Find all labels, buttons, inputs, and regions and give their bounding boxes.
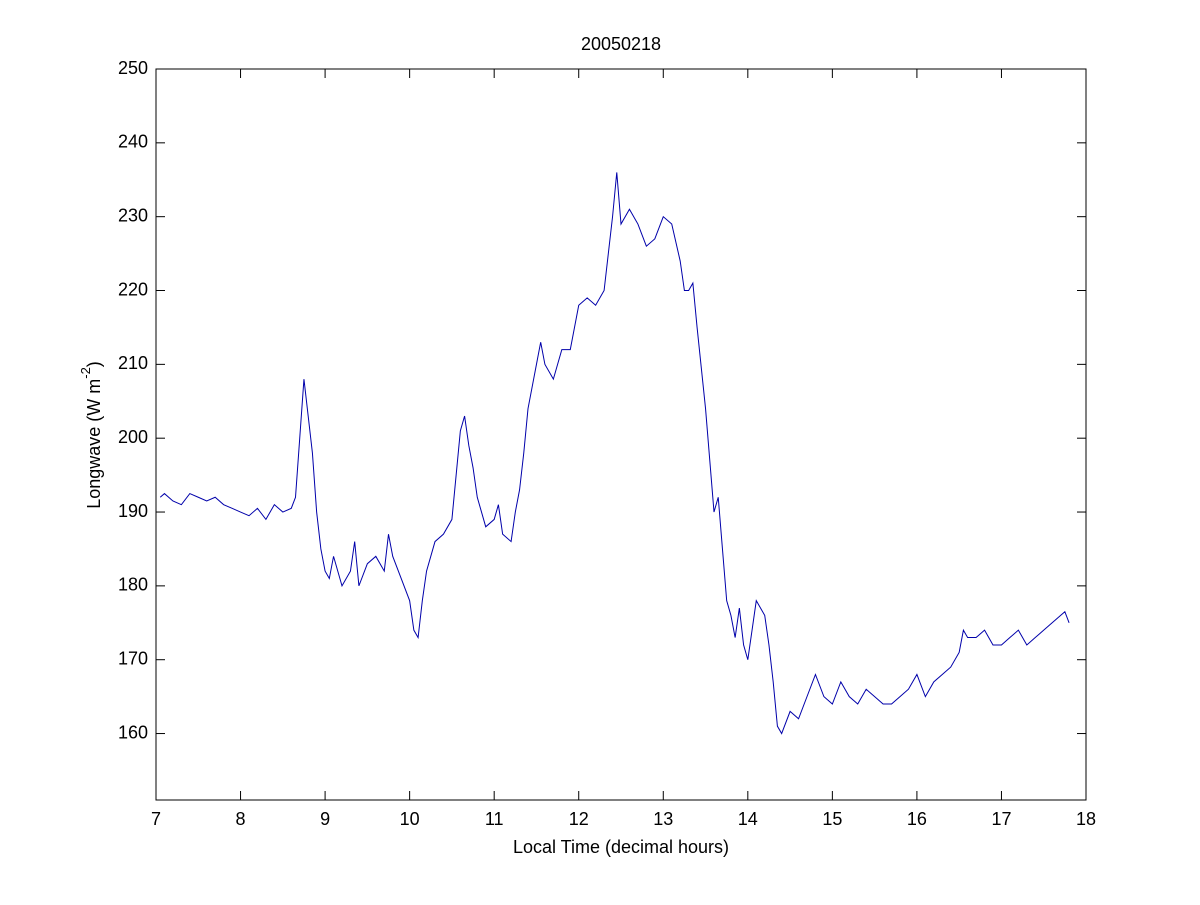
x-tick-label: 9 (320, 809, 330, 829)
y-tick-label: 250 (118, 58, 148, 78)
x-tick-label: 13 (653, 809, 673, 829)
x-tick-label: 18 (1076, 809, 1096, 829)
x-tick-label: 7 (151, 809, 161, 829)
x-tick-label: 16 (907, 809, 927, 829)
y-tick-label: 170 (118, 648, 148, 668)
y-tick-label: 240 (118, 132, 148, 152)
y-axis-label: Longwave (W m-2) (78, 361, 103, 509)
y-tick-label: 190 (118, 501, 148, 521)
x-axis-label: Local Time (decimal hours) (513, 837, 729, 857)
chart-title: 20050218 (581, 34, 661, 54)
y-tick-label: 210 (118, 353, 148, 373)
y-tick-label: 160 (118, 722, 148, 742)
y-tick-label: 230 (118, 205, 148, 225)
data-line (159, 172, 1070, 735)
x-tick-label: 10 (400, 809, 420, 829)
y-tick-label: 200 (118, 427, 148, 447)
x-tick-label: 12 (569, 809, 589, 829)
y-tick-label: 220 (118, 279, 148, 299)
y-tick-label: 180 (118, 575, 148, 595)
x-tick-label: 17 (991, 809, 1011, 829)
x-tick-label: 15 (822, 809, 842, 829)
y-axis-label-sup: -2 (78, 367, 93, 379)
x-tick-label: 11 (485, 809, 504, 829)
y-axis-label-end: ) (84, 361, 104, 367)
y-axis-label-text: Longwave (W m (84, 379, 104, 509)
x-tick-label: 14 (738, 809, 758, 829)
plot-frame (155, 68, 1087, 801)
x-tick-label: 8 (236, 809, 246, 829)
